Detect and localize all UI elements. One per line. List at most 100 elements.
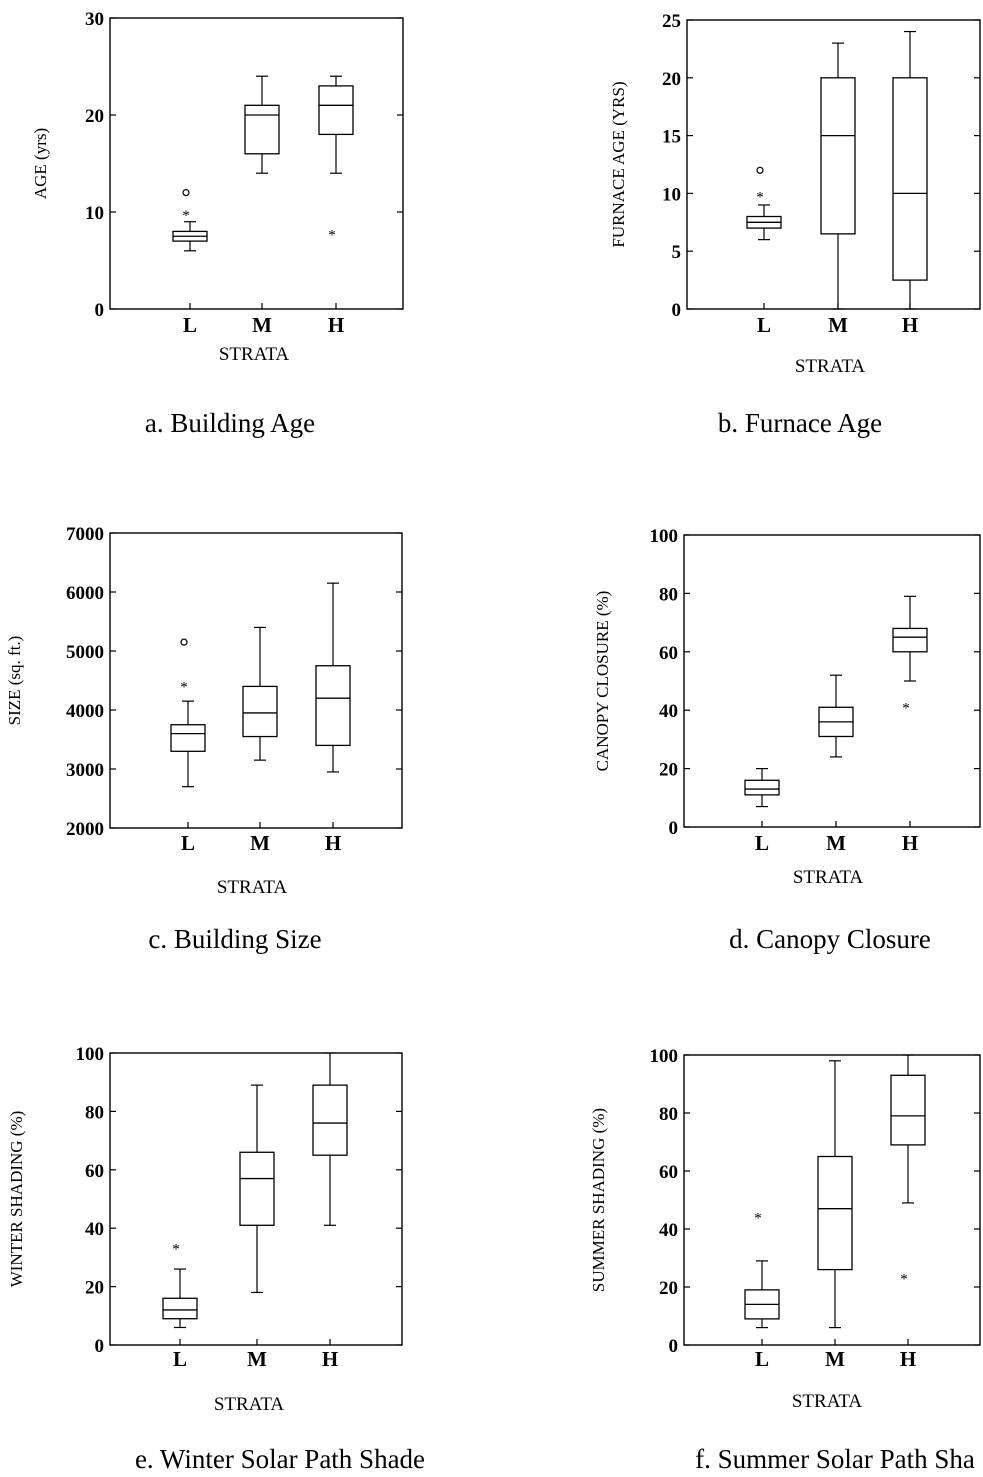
box-L <box>744 767 780 808</box>
y-tick-label: 0 <box>669 1336 679 1357</box>
y-tick-label: 60 <box>85 1161 104 1182</box>
y-axis-label: FURNACE AGE (YRS) <box>609 81 628 247</box>
x-tick-label: M <box>825 1347 845 1371</box>
y-tick-label: 60 <box>659 643 678 664</box>
y-tick-label: 60 <box>659 1162 678 1183</box>
x-tick-label: L <box>173 1347 187 1371</box>
y-tick-label: 20 <box>662 69 681 90</box>
box-H <box>892 30 928 310</box>
outlier-star: * <box>902 700 910 716</box>
x-tick-label: H <box>902 313 918 337</box>
box-M <box>239 1084 275 1294</box>
panel-caption: b. Furnace Age <box>718 408 882 438</box>
iqr-box <box>892 77 928 281</box>
y-tick-label: 4000 <box>66 701 104 722</box>
x-tick-label: L <box>755 1347 769 1371</box>
y-tick-label: 10 <box>662 184 681 205</box>
x-tick-label: M <box>252 313 272 337</box>
y-tick-label: 40 <box>659 701 678 722</box>
x-axis-label: STRATA <box>217 877 288 898</box>
y-tick-label: 100 <box>650 1046 679 1067</box>
plot-frame <box>109 1052 403 1346</box>
x-axis-label: STRATA <box>219 344 290 365</box>
iqr-box <box>820 77 856 235</box>
x-tick-label: L <box>183 313 197 337</box>
outlier-star: * <box>180 679 188 695</box>
panel-caption: a. Building Age <box>145 408 315 438</box>
x-tick-label: M <box>828 313 848 337</box>
panel-caption: f. Summer Solar Path Sha <box>695 1444 975 1474</box>
y-tick-label: 20 <box>85 106 104 127</box>
panel-c: 2000 3000 4000 5000 6000 7000 L M H * SIZE (sq. ft… <box>5 524 403 954</box>
x-tick-label: H <box>325 831 341 855</box>
iqr-box <box>312 1084 348 1156</box>
panel-e: 0 20 40 60 80 100 L M H * WINTER SHADING (%) STRATA… <box>7 1044 425 1474</box>
y-tick-label: 7000 <box>66 524 104 545</box>
y-tick-label: 5 <box>672 242 682 263</box>
panel-b: 0 5 10 15 20 25 L M H * FURNACE AGE (YRS) STRATA b. … <box>609 11 981 438</box>
iqr-box <box>239 1151 275 1226</box>
x-tick-label: M <box>826 831 846 855</box>
y-tick-label: 2000 <box>66 819 104 840</box>
x-tick-label: H <box>900 1347 916 1371</box>
outlier-star: * <box>172 1242 180 1258</box>
y-tick-label: 80 <box>85 1102 104 1123</box>
box-M <box>818 674 854 758</box>
iqr-box <box>318 85 354 136</box>
box-L: * <box>170 638 206 788</box>
plot-frame <box>109 532 403 829</box>
outlier-star: * <box>328 227 336 243</box>
box-H: * <box>318 75 354 243</box>
y-axis-label: SIZE (sq. ft.) <box>5 636 24 726</box>
box-M <box>820 42 856 310</box>
iqr-box <box>242 685 278 738</box>
x-axis-label: STRATA <box>214 1394 285 1415</box>
y-axis-label: WINTER SHADING (%) <box>7 1111 26 1288</box>
y-tick-label: 0 <box>669 818 679 839</box>
y-tick-label: 20 <box>659 760 678 781</box>
y-tick-label: 40 <box>659 1220 678 1241</box>
outlier-star: * <box>900 1271 908 1287</box>
y-tick-label: 15 <box>662 127 681 148</box>
plot-frame <box>109 17 404 310</box>
outlier-circle <box>180 638 188 646</box>
box-L: * <box>744 1211 780 1329</box>
iqr-box <box>890 1074 926 1146</box>
iqr-box <box>817 1155 853 1271</box>
box-L: * <box>172 189 208 252</box>
panel-caption: e. Winter Solar Path Shade <box>135 1444 425 1474</box>
y-tick-label: 0 <box>672 300 682 321</box>
outlier-circle <box>756 166 764 174</box>
x-tick-label: M <box>250 831 270 855</box>
y-tick-label: 20 <box>659 1278 678 1299</box>
iqr-box <box>744 779 780 796</box>
panel-a: 0 10 20 30 L M H * * AGE (yrs) STRATA a. Building A… <box>31 9 404 438</box>
y-axis-label: CANOPY CLOSURE (%) <box>593 591 612 772</box>
y-tick-label: 0 <box>95 300 105 321</box>
box-L: * <box>746 166 782 241</box>
x-axis-label: STRATA <box>793 867 864 888</box>
x-axis-label: STRATA <box>795 356 866 377</box>
box-M <box>817 1060 853 1329</box>
box-H: * <box>890 1054 926 1287</box>
x-tick-label: H <box>322 1347 338 1371</box>
plot-frame <box>683 1054 981 1346</box>
box-M <box>242 626 278 761</box>
outlier-star: * <box>754 1211 762 1227</box>
y-tick-label: 25 <box>662 11 681 32</box>
panel-f: 0 20 40 60 80 100 L M H * * SUMMER SHADING (%) STRAT… <box>589 1046 981 1474</box>
x-tick-label: L <box>755 831 769 855</box>
y-tick-label: 3000 <box>66 760 104 781</box>
panel-caption: c. Building Size <box>148 924 321 954</box>
y-tick-label: 10 <box>85 203 104 224</box>
x-tick-label: L <box>181 831 195 855</box>
box-H: * <box>892 595 928 716</box>
outlier-circle <box>182 189 190 197</box>
y-tick-label: 100 <box>76 1044 105 1065</box>
x-tick-label: H <box>902 831 918 855</box>
x-tick-label: M <box>247 1347 267 1371</box>
iqr-box <box>244 104 280 155</box>
iqr-box <box>162 1297 198 1320</box>
box-H <box>312 1052 348 1226</box>
